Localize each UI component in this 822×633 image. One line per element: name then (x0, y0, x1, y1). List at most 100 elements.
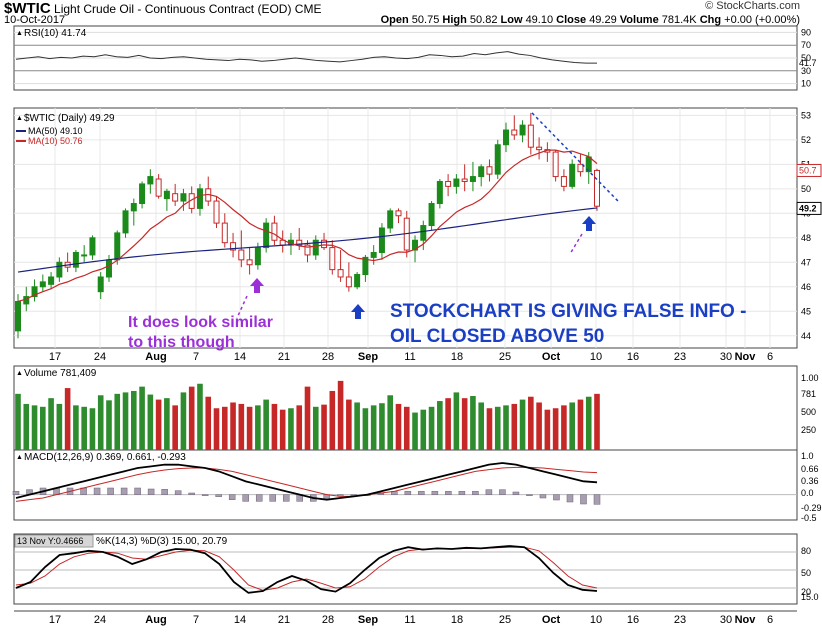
candle-body (511, 129, 518, 136)
volume-bar (577, 399, 584, 450)
candle-body (503, 129, 510, 146)
open-label: Open (380, 14, 409, 26)
price-tick-label: 50 (801, 184, 811, 194)
macd-hist-bar (593, 494, 601, 505)
chg-label: Chg (699, 14, 722, 26)
right-note-line2: OIL CLOSED ABOVE 50 (390, 326, 604, 347)
volume-bar (230, 402, 236, 450)
x-tick-label: 28 (322, 351, 334, 363)
x-tick-label: Aug (145, 614, 166, 626)
price-tag-box (796, 163, 822, 177)
candle-body (271, 222, 278, 241)
chg-value: +0.00 (+0.00%) (724, 14, 800, 26)
volume-bar (387, 395, 394, 450)
volume-bar (461, 398, 468, 450)
macd-hist-bar (418, 491, 425, 495)
rsi-line (15, 51, 597, 64)
candle-body (362, 256, 369, 276)
volume-bar (89, 408, 96, 450)
high-label: High (442, 14, 467, 26)
volume-label: Volume (619, 14, 659, 26)
volume-bar (271, 403, 278, 450)
stoch-overlay-box (14, 534, 94, 548)
volume-bar (585, 396, 592, 450)
purple-arrow-up (250, 278, 264, 293)
x-tick-label: Nov (735, 351, 757, 363)
volume-tick-label: 781 (801, 389, 816, 399)
volume-bar (97, 395, 104, 450)
candle-body (122, 210, 129, 234)
x-tick-label: 21 (278, 351, 290, 363)
volume-bar (453, 392, 460, 450)
volume-bar (238, 403, 245, 450)
candle-body (72, 251, 79, 268)
volume-bar (379, 403, 385, 450)
volume-bar (263, 399, 269, 450)
candle-body (56, 261, 63, 278)
volume-bar (412, 412, 418, 450)
left-note-line2: to this though (128, 334, 235, 351)
x-tick-label: 23 (674, 351, 686, 363)
stoch-tick-label: 15.0 (801, 592, 819, 602)
x-tick-label: 23 (674, 614, 686, 626)
candle-body (196, 188, 203, 209)
stoch-legend: %K(14,3) %D(3) 15.00, 20.79 (96, 536, 228, 547)
volume-bar (221, 406, 228, 450)
macd-hist-bar (201, 494, 209, 496)
volume-value: 781.4K (661, 14, 697, 26)
candle-body (420, 225, 427, 241)
candle-body (395, 210, 402, 217)
macd-hist-bar (458, 491, 466, 495)
price-marker: ▲ (16, 115, 23, 122)
volume-legend: Volume 781,409 (24, 368, 97, 379)
candle-body (412, 239, 419, 251)
volume-tick-label: 1.00 (801, 373, 819, 383)
macd-hist-bar (161, 489, 168, 495)
candle-body (263, 222, 270, 249)
volume-bar (205, 396, 212, 450)
volume-bar (188, 386, 195, 450)
candle-body (48, 276, 55, 285)
macd-hist-bar (107, 487, 114, 495)
volume-bar (31, 405, 38, 450)
downtrend-line (531, 112, 619, 202)
volume-bar (81, 406, 87, 450)
candle-body (321, 239, 328, 249)
candle-body (337, 269, 344, 278)
rsi-marker: ▲ (16, 30, 23, 37)
candle-body (31, 286, 38, 298)
candle-body (89, 237, 96, 256)
right-note-line1: STOCKCHART IS GIVING FALSE INFO - (390, 301, 746, 322)
candle-body (436, 180, 443, 205)
candle-body (378, 227, 385, 253)
macd-hist-bar (120, 487, 128, 495)
candle-body (345, 276, 352, 288)
macd-hist-bar (472, 491, 479, 495)
candle-body (172, 193, 179, 202)
candle-body (453, 178, 460, 187)
candle-body (15, 300, 21, 332)
candle-body (155, 178, 162, 197)
stoch-k-line (15, 545, 598, 594)
candle-body (254, 247, 261, 266)
blue-arrow-up-oct (582, 216, 596, 231)
stoch-d-line (15, 546, 598, 591)
brand-label: © StockCharts.com (705, 0, 800, 12)
volume-bar (362, 408, 369, 450)
macd-hist-bar (431, 491, 439, 495)
volume-bar (23, 403, 30, 450)
macd-tick-label: 1.0 (801, 451, 814, 461)
candle-body (527, 124, 534, 148)
ma50-line (17, 207, 598, 273)
x-tick-label: 7 (193, 351, 199, 363)
candle-body (81, 254, 88, 257)
candle-body (180, 193, 187, 202)
candle-body (428, 203, 435, 227)
macd-tick-label: -0.29 (801, 503, 822, 513)
volume-bar (486, 408, 493, 450)
macd-hist-bar (174, 490, 182, 495)
volume-bar (337, 380, 344, 450)
volume-bar (594, 393, 600, 450)
rsi-tick-label: 90 (801, 27, 811, 37)
